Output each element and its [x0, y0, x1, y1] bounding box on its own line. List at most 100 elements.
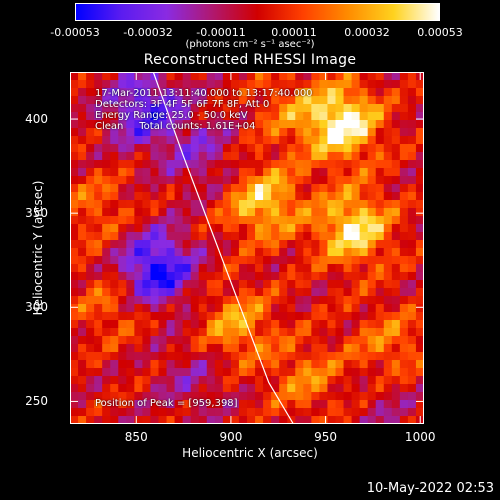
heatmap-cell [78, 160, 87, 169]
heatmap-cell [391, 152, 401, 161]
heatmap-cell [319, 184, 329, 193]
heatmap-cell [126, 360, 135, 369]
heatmap-cell [247, 136, 256, 145]
heatmap-cell [415, 224, 424, 233]
heatmap-cell [279, 72, 288, 81]
heatmap-cell [70, 280, 79, 289]
heatmap-cell [295, 344, 304, 353]
heatmap-cell [295, 296, 304, 305]
heatmap-cell [206, 240, 216, 249]
heatmap-cell [134, 224, 144, 233]
heatmap-cell [166, 384, 176, 393]
heatmap-cell [375, 336, 385, 345]
heatmap-cell [158, 128, 168, 137]
heatmap-cell [110, 160, 119, 169]
heatmap-cell [206, 368, 216, 377]
heatmap-cell [190, 296, 200, 305]
heatmap-cell [415, 280, 424, 289]
heatmap-cell [126, 336, 135, 345]
heatmap-cell [407, 72, 417, 81]
heatmap-cell [287, 408, 296, 417]
heatmap-cell [182, 248, 192, 257]
heatmap-cell [383, 216, 393, 225]
heatmap-cell [134, 352, 144, 361]
heatmap-cell [94, 96, 103, 105]
heatmap-cell [110, 88, 119, 97]
heatmap-cell [70, 416, 79, 424]
heatmap-cell [263, 224, 272, 233]
heatmap-cell [190, 192, 200, 201]
heatmap-cell [78, 280, 87, 289]
heatmap-cell [222, 88, 232, 97]
heatmap-cell [407, 368, 417, 377]
heatmap-cell [190, 104, 200, 113]
heatmap-cell [287, 88, 296, 97]
heatmap-cell [214, 392, 224, 401]
heatmap-cell [367, 296, 377, 305]
heatmap-cell [287, 224, 296, 233]
heatmap-cell [222, 168, 232, 177]
heatmap-cell [407, 136, 417, 145]
heatmap-cell [279, 384, 288, 393]
heatmap-cell [295, 360, 304, 369]
heatmap-cell [86, 336, 95, 345]
heatmap-cell [335, 168, 345, 177]
heatmap-cell [303, 376, 312, 385]
heatmap-cell [182, 192, 192, 201]
heatmap-cell [399, 320, 409, 329]
heatmap-cell [375, 352, 385, 361]
heatmap-cell [142, 272, 152, 281]
heatmap-cell [118, 216, 127, 225]
heatmap-cell [126, 96, 135, 105]
heatmap-cell [110, 312, 119, 321]
heatmap-cell [287, 168, 296, 177]
heatmap-cell [142, 112, 152, 121]
heatmap-cell [214, 264, 224, 273]
heatmap-cell [182, 336, 192, 345]
heatmap-cell [118, 392, 127, 401]
heatmap-cell [279, 112, 288, 121]
heatmap-cell [407, 400, 417, 409]
heatmap-cell [311, 120, 321, 129]
heatmap-cell [142, 160, 152, 169]
heatmap-cell [359, 280, 369, 289]
y-tick-label: 300 [25, 300, 48, 315]
heatmap-cell [238, 416, 248, 424]
heatmap-cell [102, 72, 111, 81]
heatmap-cell [247, 248, 256, 257]
heatmap-cell [118, 416, 127, 424]
heatmap-cell [198, 296, 208, 305]
heatmap-cell [150, 120, 160, 129]
heatmap-cell [255, 72, 264, 81]
heatmap-cell [118, 344, 127, 353]
heatmap-cell [166, 232, 176, 241]
heatmap-cell [110, 344, 119, 353]
heatmap-cell [335, 312, 345, 321]
heatmap-cell [255, 280, 264, 289]
heatmap-cell [182, 96, 192, 105]
heatmap-cell [399, 312, 409, 321]
heatmap-cell [166, 296, 176, 305]
heatmap-cell [94, 224, 103, 233]
heatmap-cell [214, 376, 224, 385]
heatmap-cell [343, 352, 353, 361]
heatmap-cell [142, 264, 152, 273]
heatmap-cell [295, 72, 304, 81]
heatmap-cell [359, 336, 369, 345]
heatmap-cell [335, 104, 345, 113]
heatmap-cell [86, 256, 95, 265]
heatmap-cell [110, 392, 119, 401]
heatmap-cell [359, 152, 369, 161]
energy-range-annotation: Energy Range: 25.0 - 50.0 keV [95, 110, 248, 121]
heatmap-cell [375, 88, 385, 97]
heatmap-cell [391, 416, 401, 424]
heatmap-cell [190, 240, 200, 249]
heatmap-cell [102, 408, 111, 417]
heatmap-cell [279, 320, 288, 329]
heatmap-cell [407, 144, 417, 153]
heatmap-cell [287, 208, 296, 217]
heatmap-cell [102, 224, 111, 233]
heatmap-cell [311, 96, 321, 105]
heatmap-cell [303, 160, 312, 169]
heatmap-cell [399, 224, 409, 233]
